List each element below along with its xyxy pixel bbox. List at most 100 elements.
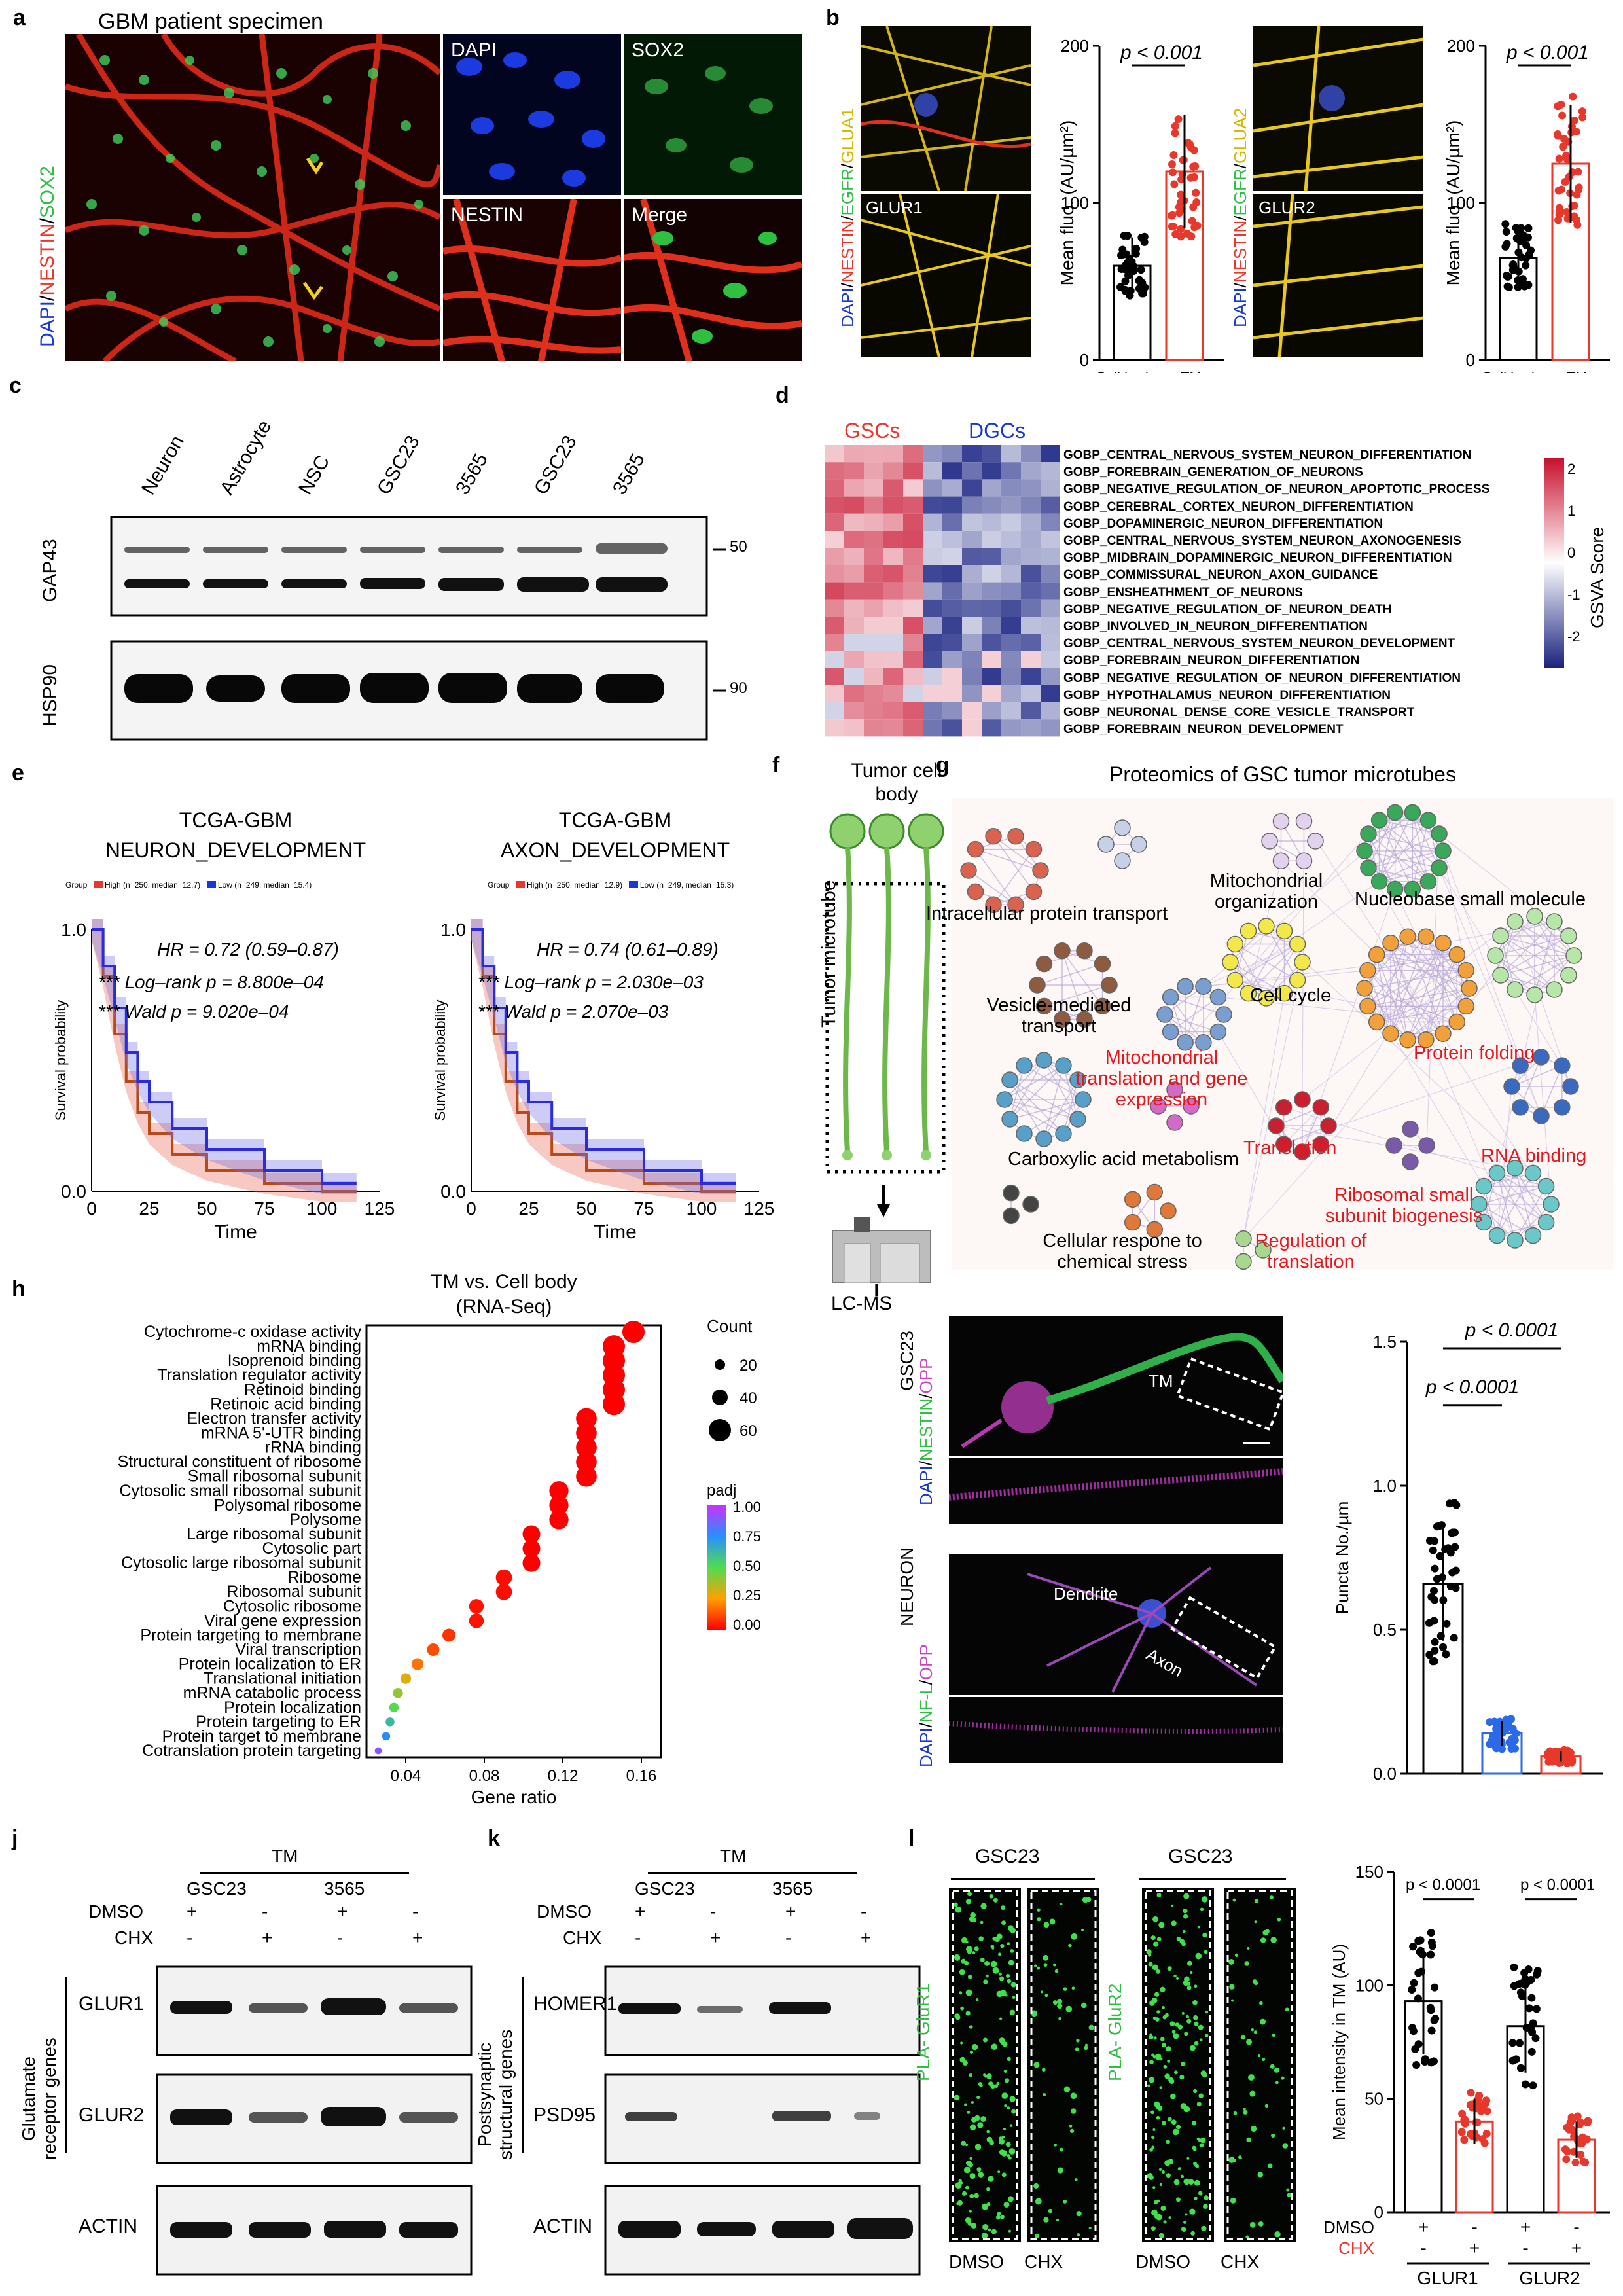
network-edge <box>1367 954 1378 1007</box>
pla-puncta <box>1043 1922 1050 1928</box>
data-point <box>1120 285 1129 294</box>
pla-puncta <box>969 2025 973 2029</box>
pla-puncta <box>969 2193 974 2198</box>
network-edge <box>1500 935 1569 976</box>
heatmap-cell <box>883 702 903 720</box>
network-node <box>1094 955 1111 973</box>
panel-label-c: c <box>9 373 22 398</box>
header-line <box>200 1872 409 1874</box>
pla-puncta <box>1151 2136 1155 2140</box>
pla-puncta <box>1186 1985 1192 1990</box>
pla-puncta <box>967 1892 972 1897</box>
network-node <box>1177 1034 1194 1051</box>
data-point <box>1169 168 1177 177</box>
heatmap-cell <box>844 702 864 720</box>
data-point <box>1518 1992 1527 2001</box>
data-point <box>1563 155 1571 164</box>
gsva-color-scale <box>1544 458 1564 668</box>
pla-puncta <box>1043 2217 1049 2223</box>
heatmap-cell <box>1041 599 1060 617</box>
go-term-label: Cotranslation protein targeting <box>142 1742 361 1760</box>
pla-puncta <box>964 2103 967 2107</box>
puncta-bar-plot: 0.0 0.5 1.0 1.5 p < 0.0001 p < 0.0001 Puncta N… <box>1332 1319 1603 1784</box>
heatmap-cell <box>923 634 942 651</box>
pla-puncta <box>1253 1981 1258 1986</box>
pla-puncta <box>986 2073 992 2079</box>
network-node <box>1475 1213 1493 1231</box>
heatmap-cell <box>1041 582 1060 600</box>
data-point <box>1135 277 1143 285</box>
network-edge <box>1500 921 1555 976</box>
panel-label-e: e <box>12 761 24 785</box>
pla-puncta <box>1074 2178 1078 2181</box>
pla-puncta <box>1057 1998 1063 2004</box>
pla-puncta <box>1246 2137 1251 2142</box>
pla-puncta <box>1185 2213 1188 2216</box>
data-point <box>1571 116 1579 124</box>
network-edge <box>1234 943 1298 981</box>
heatmap-cell <box>942 582 962 600</box>
pla-puncta <box>975 1998 979 2001</box>
pla-puncta <box>1270 1937 1277 1943</box>
network-edge <box>1281 860 1378 956</box>
slash: / <box>916 1680 936 1685</box>
pla-puncta <box>1154 2053 1162 2060</box>
pla-puncta <box>1194 2041 1199 2046</box>
pla-puncta <box>1163 2220 1167 2224</box>
network-node <box>1507 981 1524 998</box>
data-point <box>1569 92 1577 101</box>
network-node <box>1295 812 1313 830</box>
chx-label: CHX <box>563 1928 602 1948</box>
data-point <box>1529 2081 1537 2090</box>
network-edge <box>1407 988 1470 1041</box>
network-node <box>967 840 984 858</box>
pla-puncta <box>959 1991 963 1995</box>
heatmap-cell <box>883 513 903 531</box>
pla-puncta <box>1194 2179 1200 2186</box>
network-edge <box>1061 950 1103 1007</box>
heatmap-cell <box>844 496 864 514</box>
go-term: GOBP_MIDBRAIN_DOPAMINERGIC_NEURON_DIFFER… <box>1063 551 1452 565</box>
pla-puncta <box>993 1897 998 1903</box>
network-node <box>1492 927 1509 944</box>
pla-puncta <box>986 2136 993 2143</box>
pla-puncta <box>1001 2092 1008 2099</box>
pla-puncta <box>1001 2172 1007 2178</box>
network-edge <box>1024 1065 1084 1100</box>
pla-puncta <box>996 2081 1000 2085</box>
heatmap-cell <box>883 617 903 634</box>
slash: / <box>1230 164 1250 169</box>
network-edge <box>1037 963 1103 986</box>
cluster-label: Cellular respone to chemical stress <box>1043 1230 1202 1272</box>
pla-puncta <box>1037 1966 1041 1970</box>
data-point <box>1554 132 1562 140</box>
network-node <box>1360 825 1377 842</box>
pla-puncta <box>1270 1895 1274 1899</box>
pla-puncta <box>1200 2137 1206 2144</box>
network-node <box>1146 1183 1164 1201</box>
heatmap-cell <box>923 582 942 600</box>
pla-puncta <box>1186 2157 1190 2160</box>
pla-puncta <box>998 1972 1002 1976</box>
pla-puncta <box>1186 1960 1192 1966</box>
network-edge <box>1368 867 1429 882</box>
data-point <box>1575 183 1583 192</box>
network-edge <box>1367 954 1457 1007</box>
pla-puncta <box>1009 2124 1013 2127</box>
heatmap-cell <box>1001 531 1021 548</box>
header-line <box>648 1872 857 1874</box>
enrichment-dot <box>382 1732 391 1741</box>
pla-puncta <box>1285 2007 1289 2012</box>
pla-puncta <box>1151 2145 1155 2149</box>
heatmap-cell <box>844 599 864 617</box>
heatmap-cell <box>1021 462 1041 480</box>
heatmap-cell <box>864 702 883 720</box>
gsva-scale-ticks: 2 1 0 -1 -2 <box>1567 448 1580 658</box>
network-edge <box>974 849 1016 905</box>
data-point <box>1482 2129 1491 2138</box>
network-node <box>1162 988 1179 1006</box>
network-node <box>1461 980 1478 997</box>
network-node <box>1275 922 1293 940</box>
pla-puncta <box>1156 1892 1162 1898</box>
data-point <box>1567 122 1576 131</box>
